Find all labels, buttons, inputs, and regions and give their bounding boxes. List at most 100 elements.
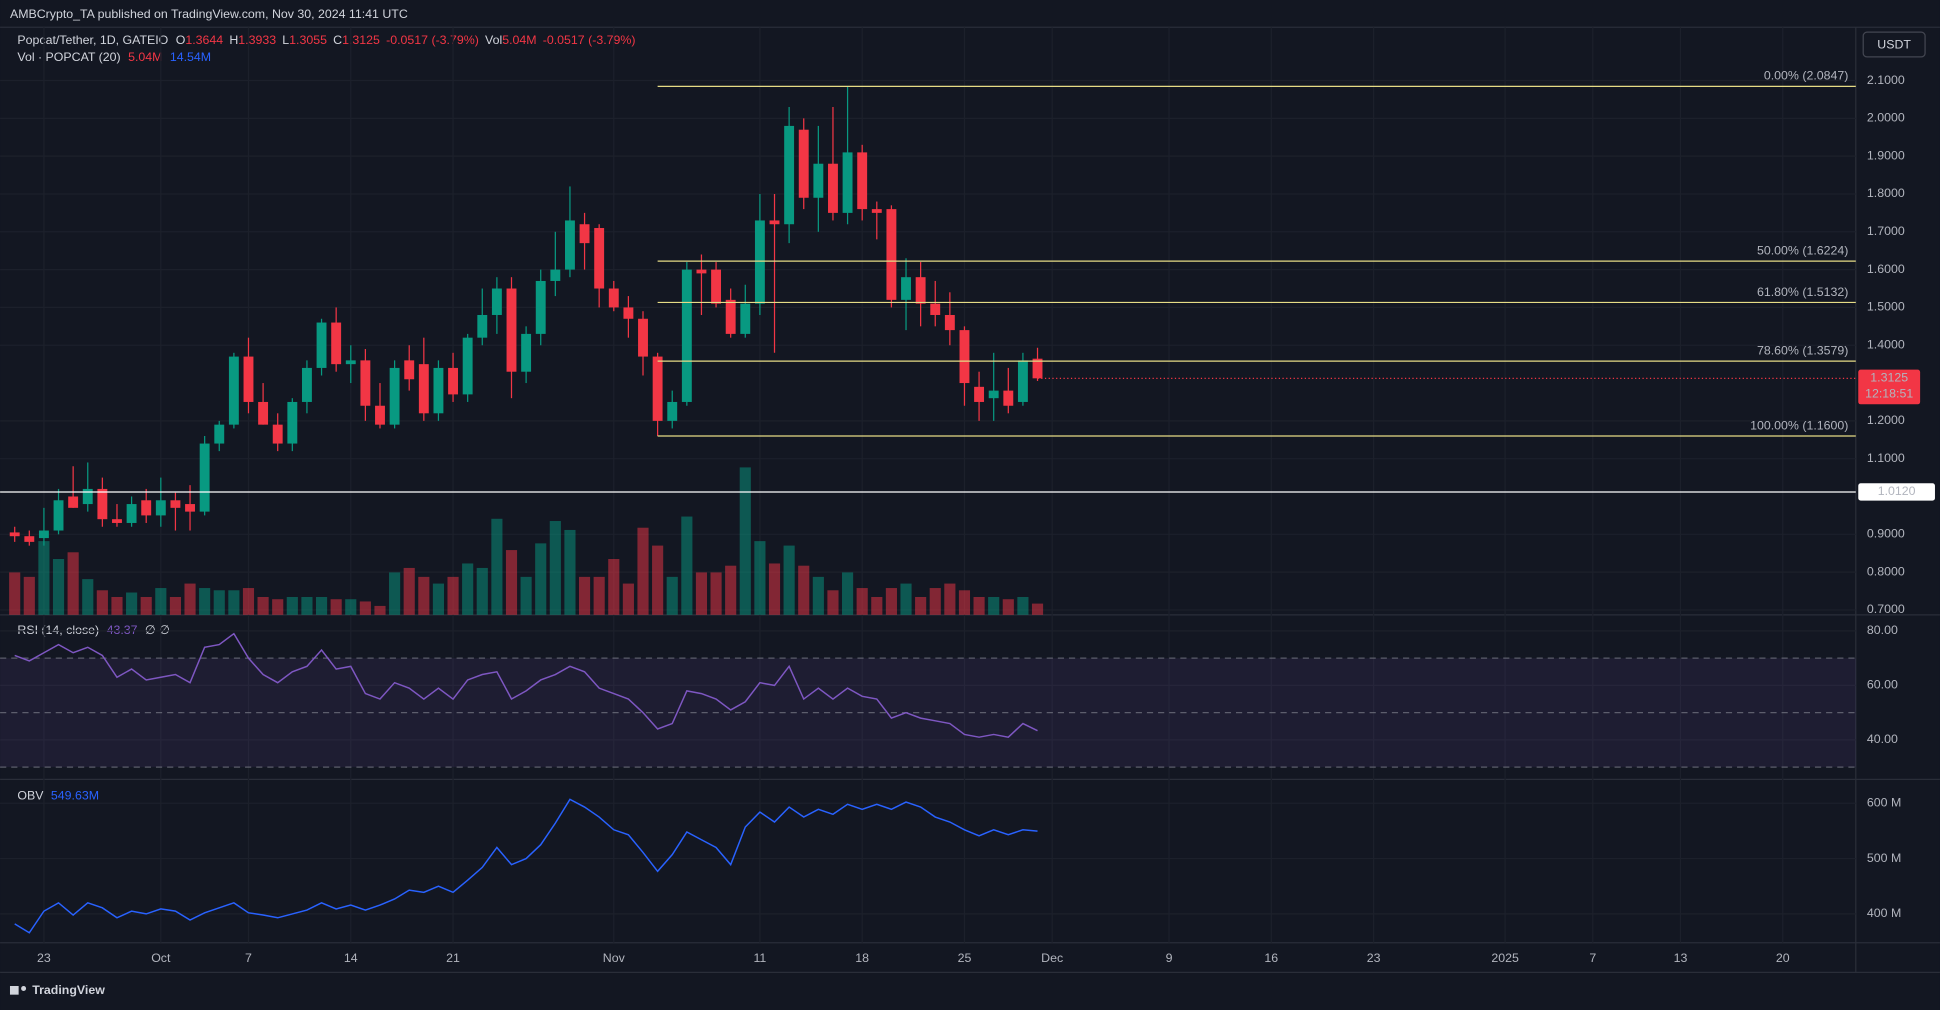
y-tick-label: 400 M <box>1867 906 1901 920</box>
volume-bar <box>900 583 912 615</box>
candle-body <box>857 152 868 210</box>
candle-body <box>243 356 254 402</box>
volume-legend: Vol · POPCAT (20) 5.04M 14.54M <box>17 50 211 64</box>
volume-bar <box>184 583 196 615</box>
obv-legend: OBV 549.63M <box>17 789 99 803</box>
x-tick-label: 23 <box>37 951 51 965</box>
candle-body <box>316 322 327 368</box>
y-tick-label: 1.4000 <box>1867 338 1905 352</box>
legend-change: -0.0517 (-3.79%) <box>386 33 479 47</box>
volume-bar <box>871 596 883 615</box>
volume-bar <box>374 605 386 615</box>
volume-bar <box>929 588 941 615</box>
candle-body <box>214 424 225 444</box>
y-tick-label: 1.6000 <box>1867 262 1905 276</box>
candle-body <box>170 500 181 508</box>
candle-body <box>623 307 634 319</box>
candle-body <box>38 530 49 539</box>
volume-bar <box>564 529 576 615</box>
candle-body <box>521 333 532 372</box>
volume-bar <box>199 588 211 615</box>
candle-body <box>287 401 298 444</box>
volume-value: 5.04M <box>128 50 162 64</box>
y-tick-label: 60.00 <box>1867 678 1898 692</box>
volume-bar <box>827 590 839 615</box>
y-tick-label: 0.7000 <box>1867 602 1905 616</box>
ohlc-key: L <box>282 33 289 47</box>
candle-body <box>228 356 239 425</box>
level-box <box>1858 483 1935 501</box>
legend-volume: 5.04M <box>502 33 536 47</box>
volume-bar <box>140 596 152 615</box>
rsi-na: ∅ ∅ <box>145 623 170 637</box>
volume-bar <box>812 576 824 615</box>
x-tick-label: Dec <box>1041 951 1063 965</box>
volume-bar <box>681 516 693 615</box>
candle-body <box>608 288 619 308</box>
x-tick-label: 13 <box>1674 951 1688 965</box>
x-tick-label: 11 <box>753 951 766 965</box>
legend-open: 1.3644 <box>185 33 223 47</box>
level-label: 0.00% (2.0847) <box>1764 69 1849 83</box>
candle-body <box>199 443 210 512</box>
volume-bar <box>505 550 518 615</box>
candle-body <box>813 163 824 198</box>
candle-body <box>901 277 911 300</box>
volume-bar <box>1002 599 1014 615</box>
candle-body <box>404 360 415 380</box>
volume-bar <box>973 596 985 615</box>
volume-bar <box>169 596 181 615</box>
candle-body <box>564 220 575 270</box>
volume-bar <box>389 572 401 615</box>
y-tick-label: 2.0000 <box>1867 111 1905 125</box>
candle-body <box>53 500 64 531</box>
ohlc-key: H <box>229 33 238 47</box>
candle-body <box>959 330 970 384</box>
volume-bar <box>783 545 795 615</box>
brand-logo <box>9 985 19 995</box>
volume-bar <box>798 565 810 615</box>
volume-bar <box>9 572 21 615</box>
candle-body <box>1017 360 1028 402</box>
currency-box <box>1862 31 1926 58</box>
level-label: 50.00% (1.6224) <box>1757 244 1848 258</box>
volume-bar <box>315 596 328 615</box>
volume-bar <box>549 521 561 615</box>
candle-body <box>798 129 809 198</box>
y-tick-label: 2.1000 <box>1867 73 1905 87</box>
volume-bar <box>126 592 138 615</box>
candle-body <box>433 367 444 414</box>
candle-body <box>696 269 707 274</box>
symbol-title: Popcat/Tether, 1D, GATEIO <box>17 33 168 47</box>
volume-bar <box>695 572 708 615</box>
candle-body <box>828 163 838 213</box>
candle-body <box>944 314 955 331</box>
candle-body <box>112 519 122 523</box>
ohlc-key: O <box>176 33 186 47</box>
volume-bar <box>958 590 971 615</box>
candle-body <box>974 386 985 402</box>
plot-layer: 23 Oct 7 14 21 Nov 11 18 25 Dec 9 16 23 2025 7 13 20 2.10… <box>0 27 1935 965</box>
candle-body <box>594 228 605 289</box>
last-price-label: 1.3125 <box>1870 371 1908 385</box>
brand-name: TradingView <box>32 983 105 997</box>
candle-body <box>418 364 429 414</box>
volume-bar <box>213 590 225 615</box>
candle-body <box>1032 358 1043 379</box>
x-tick-label: 9 <box>1166 951 1173 965</box>
candle-body <box>345 360 356 365</box>
candle-body <box>711 269 722 304</box>
candle-body <box>97 488 108 520</box>
volume-bar <box>52 558 65 615</box>
y-tick-label: 500 M <box>1867 851 1901 865</box>
legend-low: 1.3055 <box>289 33 327 47</box>
volume-bar <box>330 599 342 615</box>
volume-bar <box>710 572 722 615</box>
y-tick-label: 0.9000 <box>1867 527 1905 541</box>
candle-body <box>550 269 561 281</box>
level-label: 61.80% (1.5132) <box>1757 285 1848 299</box>
candle-body <box>82 488 93 505</box>
y-tick-label: 0.8000 <box>1867 564 1905 578</box>
